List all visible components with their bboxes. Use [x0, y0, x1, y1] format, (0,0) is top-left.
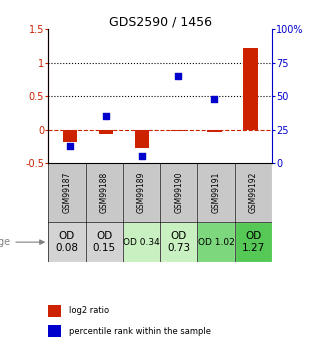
Text: OD
0.15: OD 0.15: [93, 231, 116, 253]
Text: GSM99190: GSM99190: [174, 172, 183, 213]
Bar: [243, 48, 258, 130]
Text: GSM99192: GSM99192: [249, 172, 258, 213]
Title: GDS2590 / 1456: GDS2590 / 1456: [109, 15, 212, 28]
Text: GSM99188: GSM99188: [100, 172, 109, 213]
Bar: [207, 130, 221, 132]
Bar: [160, 163, 197, 222]
Text: age: age: [0, 237, 44, 247]
Text: percentile rank within the sample: percentile rank within the sample: [69, 326, 211, 335]
Bar: [63, 130, 77, 142]
Bar: [197, 222, 235, 262]
Point: [67, 143, 72, 149]
Bar: [123, 222, 160, 262]
Bar: [86, 222, 123, 262]
Bar: [135, 130, 149, 148]
Text: log2 ratio: log2 ratio: [69, 306, 109, 315]
Bar: [48, 222, 86, 262]
Text: GSM99191: GSM99191: [212, 172, 220, 213]
Bar: [48, 163, 86, 222]
Bar: [48, 305, 61, 317]
Bar: [123, 163, 160, 222]
Point: [176, 73, 181, 79]
Bar: [48, 325, 61, 337]
Bar: [235, 222, 272, 262]
Text: OD 1.02: OD 1.02: [198, 238, 234, 247]
Bar: [197, 163, 235, 222]
Point: [212, 96, 217, 102]
Bar: [86, 163, 123, 222]
Text: OD
1.27: OD 1.27: [242, 231, 265, 253]
Point: [104, 114, 109, 119]
Text: OD 0.34: OD 0.34: [123, 238, 160, 247]
Bar: [160, 222, 197, 262]
Text: OD
0.73: OD 0.73: [167, 231, 190, 253]
Text: GSM99187: GSM99187: [63, 172, 71, 213]
Point: [140, 154, 145, 159]
Text: GSM99189: GSM99189: [137, 172, 146, 213]
Bar: [171, 130, 185, 131]
Bar: [99, 130, 113, 135]
Bar: [235, 163, 272, 222]
Text: OD
0.08: OD 0.08: [55, 231, 78, 253]
